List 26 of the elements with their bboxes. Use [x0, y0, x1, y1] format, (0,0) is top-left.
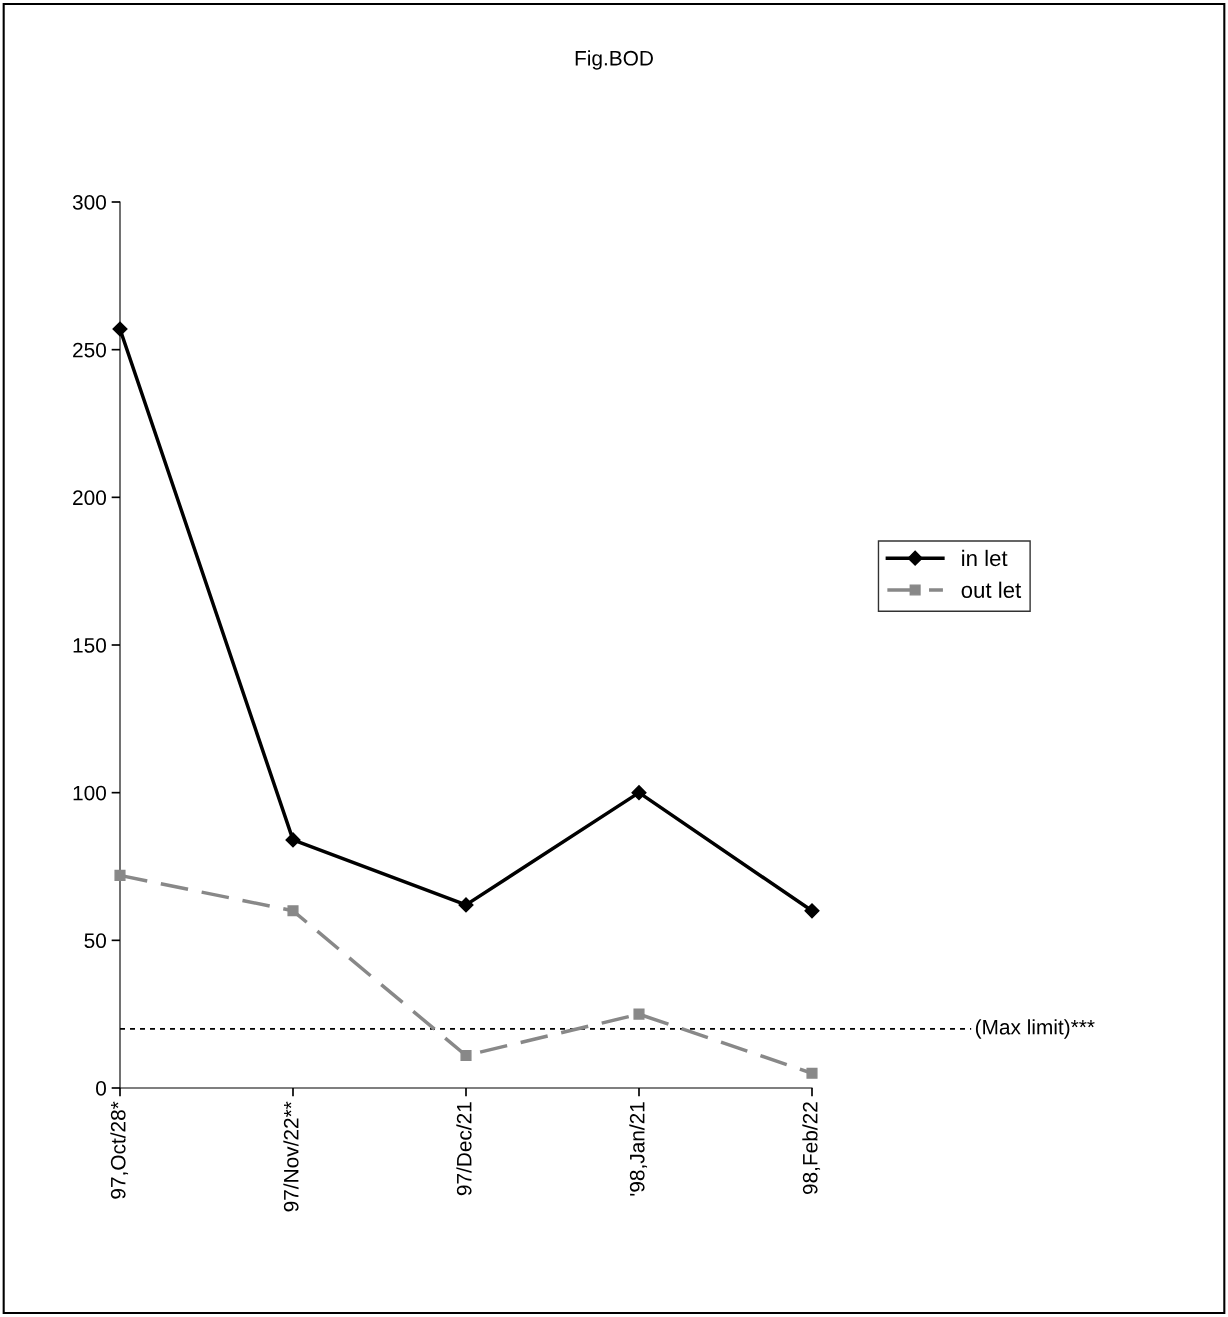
- y-tick-label: 100: [73, 785, 106, 801]
- y-tick-label: 150: [73, 638, 106, 653]
- x-tick-label: 97,Oct/28*: [110, 1101, 129, 1199]
- point: [804, 903, 820, 919]
- x-tick-label: 98,Feb/22: [802, 1102, 821, 1195]
- point: [633, 1008, 645, 1020]
- x-tick-label: 97/Dec/21: [456, 1102, 472, 1196]
- ref-line-label: (Max limit)***: [975, 1019, 1095, 1039]
- point: [285, 832, 301, 848]
- point: [460, 1049, 472, 1062]
- point: [114, 869, 126, 881]
- point: [631, 785, 647, 801]
- legend-label: in let: [962, 549, 1008, 567]
- chart-title: Fig.BOD: [575, 50, 653, 70]
- y-tick-label: 250: [73, 342, 106, 358]
- y-tick-label: 0: [96, 1081, 106, 1096]
- point: [112, 321, 128, 337]
- y-tick-label: 50: [84, 933, 106, 949]
- point: [287, 905, 299, 917]
- legend-label: out let: [961, 581, 1022, 598]
- point: [458, 897, 474, 913]
- point: [806, 1067, 818, 1079]
- x-tick-label: 97/Nov/22**: [283, 1101, 299, 1212]
- y-tick-label: 200: [73, 490, 106, 506]
- x-tick-label: '98,Jan/21: [629, 1102, 648, 1196]
- y-tick-label: 300: [72, 195, 106, 210]
